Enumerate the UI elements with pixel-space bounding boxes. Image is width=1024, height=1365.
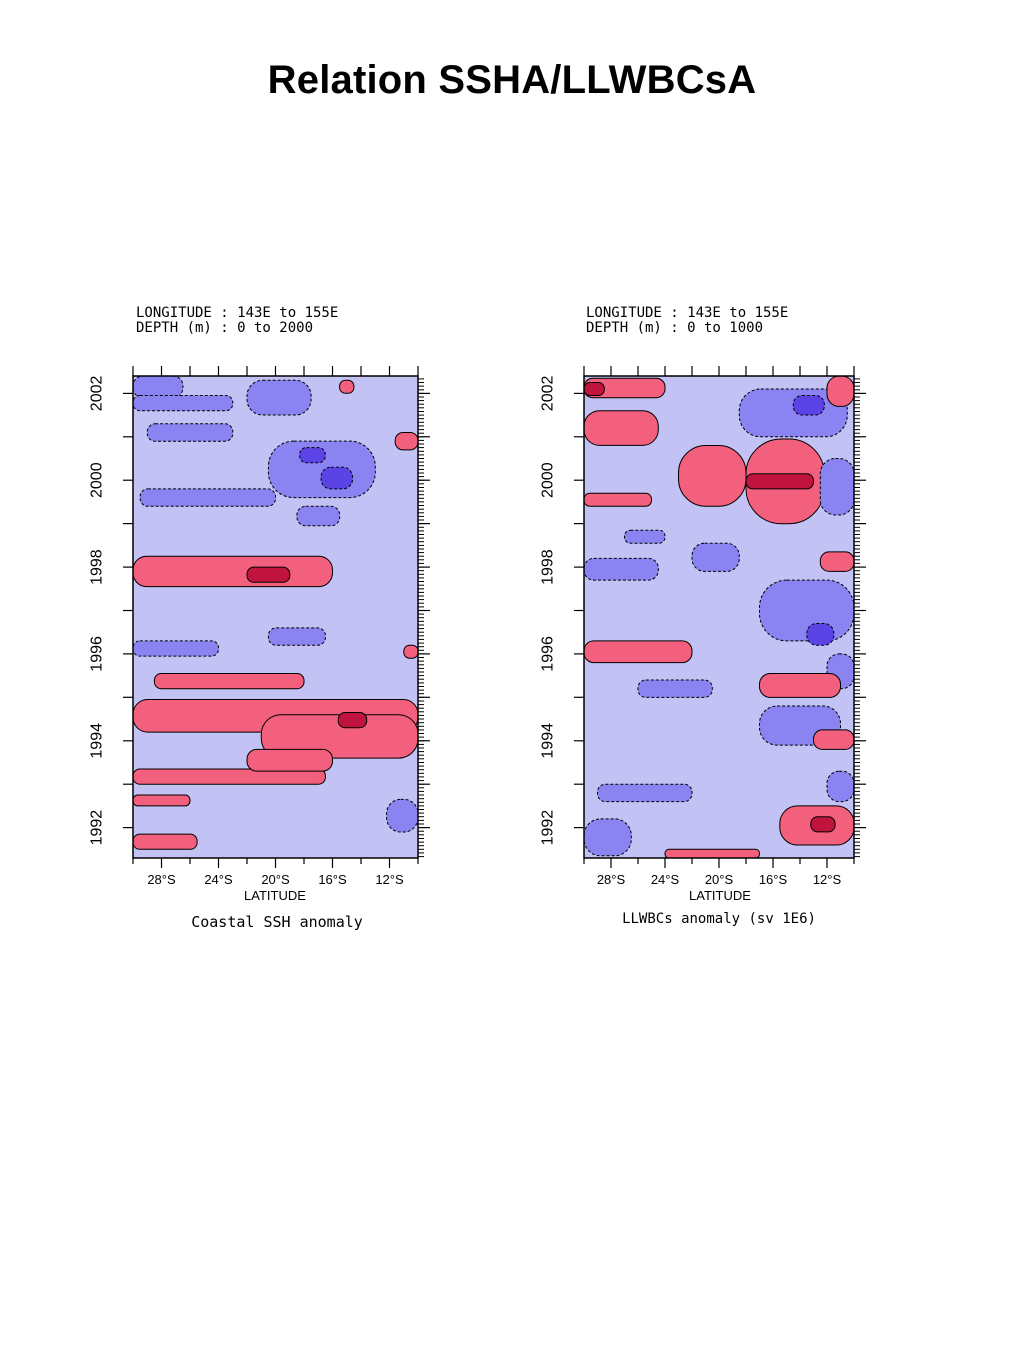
page-title: Relation SSHA/LLWBCsA bbox=[267, 58, 757, 102]
left-contour-region-2 bbox=[246, 379, 312, 416]
panel-right: LONGITUDE : 143E to 155E DEPTH (m) : 0 t… bbox=[540, 305, 866, 927]
left-contour-region-12 bbox=[133, 555, 333, 588]
right-contour-region-23 bbox=[597, 783, 693, 803]
right-contour-region-1 bbox=[584, 382, 605, 396]
right-contour-region-13 bbox=[624, 529, 666, 544]
left-contour-region-13 bbox=[246, 566, 291, 583]
right-contour-region-9 bbox=[819, 458, 854, 516]
left-contour-region-10 bbox=[267, 627, 326, 646]
right-y-tick-label-2000: 2000 bbox=[540, 462, 557, 498]
left-contour-region-1 bbox=[133, 395, 234, 412]
left-y-tick-label-2000: 2000 bbox=[89, 462, 106, 498]
left-x-tick-label-2: 20°S bbox=[261, 872, 290, 887]
right-contour-region-16 bbox=[806, 623, 835, 646]
right-contour-region-15 bbox=[759, 579, 854, 642]
right-x-tick-label-2: 20°S bbox=[705, 872, 734, 887]
right-y-tick-label-2002: 2002 bbox=[540, 376, 557, 412]
left-contour-regions bbox=[133, 376, 418, 850]
left-x-axis-label: LATITUDE bbox=[244, 888, 306, 903]
right-contour-region-26 bbox=[810, 816, 836, 833]
left-contour-region-16 bbox=[153, 673, 305, 690]
right-caption: LLWBCs anomaly (sv 1E6) bbox=[622, 911, 816, 927]
left-x-tick-label-0: 28°S bbox=[147, 872, 176, 887]
left-contour-region-23 bbox=[133, 833, 198, 850]
panel-left: LONGITUDE : 143E to 155E DEPTH (m) : 0 t… bbox=[89, 305, 430, 931]
left-subtitle-line1: LONGITUDE : 143E to 155E bbox=[136, 305, 338, 321]
left-y-tick-label-2002: 2002 bbox=[89, 376, 106, 412]
right-contour-region-14 bbox=[819, 551, 854, 572]
right-contour-region-21 bbox=[637, 679, 713, 698]
right-y-tick-label-1994: 1994 bbox=[540, 723, 557, 759]
right-y-tick-label-1992: 1992 bbox=[540, 810, 557, 846]
left-contour-region-20 bbox=[133, 768, 326, 785]
left-contour-region-0 bbox=[133, 376, 184, 399]
right-x-tick-label-4: 12°S bbox=[813, 872, 842, 887]
left-contour-region-11 bbox=[386, 798, 418, 833]
right-x-tick-label-1: 24°S bbox=[651, 872, 680, 887]
right-axes: 1992 1994 1996 1998 2000 2002 28°S 24°S 20°S 16°S… bbox=[540, 366, 866, 887]
left-x-tick-label-3: 16°S bbox=[318, 872, 347, 887]
right-contour-region-27 bbox=[826, 770, 854, 803]
right-contour-region-17 bbox=[584, 640, 693, 664]
left-caption: Coastal SSH anomaly bbox=[191, 913, 363, 931]
right-contour-region-24 bbox=[584, 818, 632, 857]
right-y-tick-label-1998: 1998 bbox=[540, 549, 557, 585]
left-contour-region-3 bbox=[146, 423, 234, 442]
left-subtitle-line2: DEPTH (m) : 0 to 2000 bbox=[136, 320, 313, 336]
right-x-axis-label: LATITUDE bbox=[689, 888, 751, 903]
right-contour-region-19 bbox=[759, 673, 841, 698]
right-contour-region-0 bbox=[584, 377, 666, 399]
right-contour-region-28 bbox=[664, 848, 760, 858]
right-x-tick-label-3: 16°S bbox=[759, 872, 788, 887]
left-contour-region-5 bbox=[139, 488, 276, 507]
left-contour-region-24 bbox=[403, 644, 418, 659]
right-contour-region-5 bbox=[826, 376, 854, 407]
left-contour-region-14 bbox=[394, 432, 418, 451]
right-contour-region-12 bbox=[584, 557, 659, 581]
left-contour-region-9 bbox=[133, 640, 219, 657]
right-contour-region-22 bbox=[813, 729, 854, 750]
left-y-tick-label-1998: 1998 bbox=[89, 549, 106, 585]
left-contour-region-15 bbox=[339, 379, 355, 394]
right-contour-region-4 bbox=[792, 395, 825, 416]
right-contour-region-11 bbox=[691, 542, 740, 572]
right-subtitle-line2: DEPTH (m) : 0 to 1000 bbox=[586, 320, 763, 336]
right-contour-region-2 bbox=[584, 410, 659, 446]
right-subtitle-line1: LONGITUDE : 143E to 155E bbox=[586, 305, 788, 321]
right-contour-regions bbox=[584, 376, 854, 858]
right-contour-region-7 bbox=[678, 445, 747, 507]
left-contour-region-8 bbox=[299, 447, 326, 464]
left-x-tick-label-1: 24°S bbox=[204, 872, 233, 887]
right-contour-region-8 bbox=[745, 473, 814, 490]
left-y-tick-label-1994: 1994 bbox=[89, 723, 106, 759]
left-contour-region-22 bbox=[133, 794, 191, 807]
left-x-tick-label-4: 12°S bbox=[375, 872, 404, 887]
right-contour-region-10 bbox=[584, 492, 652, 507]
left-y-tick-label-1992: 1992 bbox=[89, 810, 106, 846]
left-contour-region-7 bbox=[320, 466, 354, 490]
left-contour-region-21 bbox=[246, 748, 333, 772]
right-y-tick-label-1996: 1996 bbox=[540, 636, 557, 672]
left-axes: 1992 1994 1996 1998 2000 2002 28°S 24°S 20°S 16°S… bbox=[89, 366, 430, 887]
right-x-tick-label-0: 28°S bbox=[597, 872, 626, 887]
left-y-tick-label-1996: 1996 bbox=[89, 636, 106, 672]
left-contour-region-19 bbox=[337, 712, 368, 729]
left-contour-region-6 bbox=[296, 505, 341, 527]
